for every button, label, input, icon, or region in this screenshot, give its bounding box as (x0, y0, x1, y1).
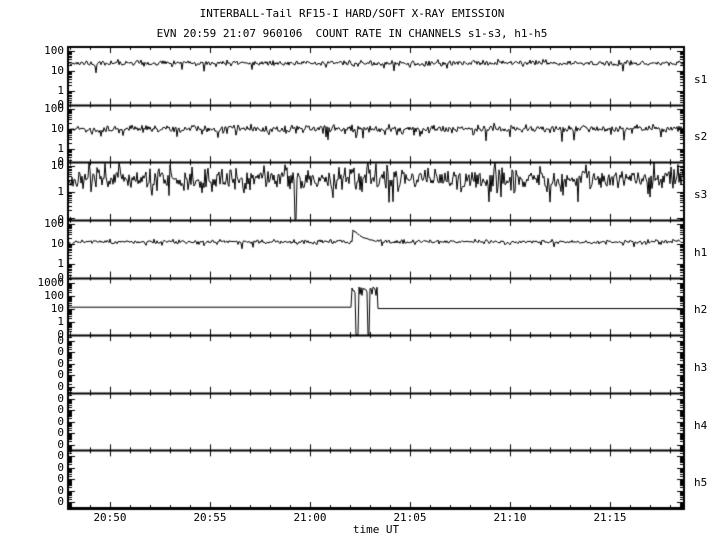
y-tick-label-h5-1: 0 (57, 461, 64, 474)
x-tick-label-0: 20:50 (93, 511, 127, 524)
y-tick-label-h1-0: 100 (44, 217, 64, 230)
x-axis-label: time UT (352, 523, 400, 536)
panel-label-s2: s2 (694, 130, 708, 143)
panel-label-h4: h4 (694, 419, 708, 432)
y-tick-label-s1-3: 0 (57, 98, 64, 111)
y-tick-label-h4-1: 0 (57, 403, 64, 416)
y-tick-label-h3-2: 0 (57, 357, 64, 370)
x-tick-label-2: 21:00 (293, 511, 327, 524)
y-tick-label-h5-3: 0 (57, 484, 64, 497)
y-tick-label-s3-1: 1 (57, 185, 64, 198)
y-tick-label-h2-3: 1 (57, 315, 64, 328)
y-tick-label-h1-1: 10 (50, 237, 64, 250)
y-tick-label-h1-3: 0 (57, 271, 64, 284)
y-tick-label-h4-3: 0 (57, 426, 64, 439)
x-tick-label-4: 21:10 (493, 511, 527, 524)
y-tick-label-h3-1: 0 (57, 345, 64, 358)
x-tick-label-3: 21:05 (393, 511, 427, 524)
y-tick-label-s3-0: 10 (50, 159, 64, 172)
y-tick-label-h4-2: 0 (57, 415, 64, 428)
y-tick-label-h4-4: 0 (57, 438, 64, 451)
y-tick-label-h1-2: 1 (57, 257, 64, 270)
panel-label-h5: h5 (694, 476, 708, 489)
y-tick-label-s2-1: 10 (50, 122, 64, 135)
y-tick-label-s2-3: 0 (57, 155, 64, 168)
chart-subtitle: EVN 20:59 21:07 960106 COUNT RATE IN CHA… (156, 27, 548, 40)
chart-title: INTERBALL-Tail RF15-I HARD/SOFT X-RAY EM… (199, 7, 505, 20)
y-tick-label-h3-3: 0 (57, 368, 64, 381)
y-tick-label-s3-2: 0 (57, 213, 64, 226)
y-tick-label-s1-1: 10 (50, 64, 64, 77)
y-tick-label-h5-0: 0 (57, 449, 64, 462)
y-tick-label-h5-2: 0 (57, 472, 64, 485)
panel-label-h1: h1 (694, 246, 708, 259)
panel-label-h3: h3 (694, 361, 708, 374)
y-tick-label-s2-0: 100 (44, 102, 64, 115)
y-tick-label-h2-0: 1000 (37, 276, 65, 289)
y-tick-label-h4-0: 0 (57, 392, 64, 405)
y-tick-label-s1-0: 100 (44, 44, 64, 57)
y-tick-label-h2-2: 10 (50, 302, 64, 315)
panel-label-h2: h2 (694, 303, 708, 316)
y-tick-label-h2-4: 0 (57, 328, 64, 341)
y-tick-label-h5-4: 0 (57, 495, 64, 508)
y-tick-label-h2-1: 100 (44, 289, 64, 302)
y-tick-label-s1-2: 1 (57, 84, 64, 97)
panel-label-s3: s3 (694, 188, 708, 201)
x-tick-label-1: 20:55 (193, 511, 227, 524)
y-tick-label-s2-2: 1 (57, 142, 64, 155)
y-tick-label-h3-0: 0 (57, 334, 64, 347)
y-tick-label-h3-4: 0 (57, 380, 64, 393)
x-tick-label-5: 21:15 (593, 511, 627, 524)
panel-label-s1: s1 (694, 73, 708, 86)
